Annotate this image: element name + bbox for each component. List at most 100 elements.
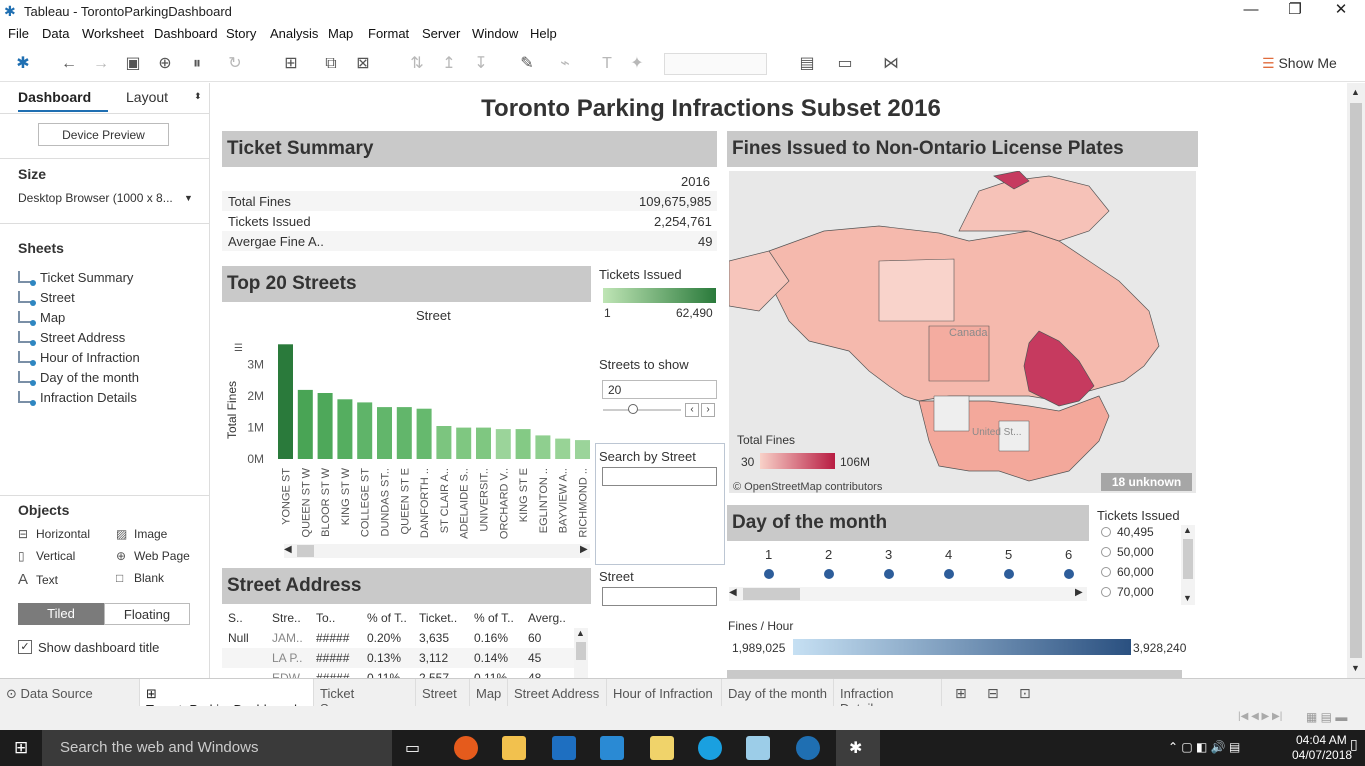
sort-asc-icon[interactable]: ↥ (442, 55, 456, 72)
object-image[interactable]: ▨ Image (116, 527, 168, 541)
tickets-filter-option[interactable]: 50,000 (1101, 545, 1154, 559)
radio-icon[interactable] (1101, 587, 1111, 597)
minimize-button[interactable]: — (1243, 1, 1259, 18)
streets-slider-track[interactable] (603, 409, 681, 411)
redo-icon[interactable]: → (93, 55, 109, 72)
day-mark[interactable] (1004, 569, 1014, 579)
powershell-icon[interactable] (600, 736, 624, 760)
menu-analysis[interactable]: Analysis (270, 26, 319, 41)
notifications-icon[interactable]: ▯ (1350, 736, 1358, 752)
scroll-thumb[interactable] (743, 588, 800, 600)
show-title-checkbox[interactable]: ✓ (18, 640, 32, 654)
tab-nav-icons[interactable]: |◀ ◀ ▶ ▶| (1238, 711, 1283, 722)
show-cards-icon[interactable]: ▤ (799, 55, 815, 72)
bar-10[interactable] (476, 427, 491, 459)
radio-icon[interactable] (1101, 567, 1111, 577)
tab-map[interactable]: Map (470, 679, 508, 707)
bar-4[interactable] (357, 402, 373, 459)
paint-icon[interactable] (746, 736, 770, 760)
address-column-header[interactable]: Ticket.. (419, 611, 458, 625)
dashboard-vertical-scrollbar[interactable]: ▲ ▼ (1347, 83, 1365, 678)
y-axis-sort-icon[interactable]: ☰ (234, 343, 243, 354)
province-shape[interactable] (928, 325, 990, 382)
scroll-up-icon[interactable]: ▲ (1351, 87, 1360, 97)
address-column-header[interactable]: % of T.. (367, 611, 407, 625)
address-column-header[interactable]: To.. (316, 611, 336, 625)
fit-dropdown[interactable] (664, 53, 767, 75)
menu-data[interactable]: Data (42, 26, 70, 41)
highlight-icon[interactable]: ✎ (520, 55, 534, 72)
view-toggle-icons[interactable]: ▦ ▤ ▬ (1306, 710, 1348, 724)
scroll-thumb[interactable] (1183, 539, 1193, 579)
scroll-up-icon[interactable]: ▲ (1183, 525, 1192, 535)
tab-layout[interactable]: Layout (126, 89, 169, 105)
scroll-thumb[interactable] (1350, 103, 1362, 658)
clear-sheet-icon[interactable]: ⊠ (356, 55, 370, 72)
tickets-filter-scrollbar[interactable]: ▲ ▼ (1181, 525, 1195, 605)
tickets-filter-option[interactable]: 40,495 (1101, 525, 1154, 539)
size-dropdown-icon[interactable]: ▼ (184, 193, 193, 203)
alaska-shape[interactable] (729, 250, 790, 312)
taskbar-search-box[interactable]: Search the web and Windows (42, 730, 392, 766)
search-by-street-input[interactable] (602, 467, 717, 486)
scroll-right-icon[interactable]: ▶ (580, 544, 588, 555)
scroll-left-icon[interactable]: ◀ (284, 544, 292, 555)
object-vertical[interactable]: ▯ Vertical (18, 549, 76, 563)
tab-dashboard[interactable]: ⊞ TorontoParkingDashboard (140, 679, 314, 717)
streets-next-button[interactable]: › (701, 403, 715, 417)
bar-7[interactable] (416, 408, 432, 459)
tab-infraction-details[interactable]: Infraction Details (834, 679, 942, 716)
pin-icon[interactable]: ✦ (630, 55, 644, 72)
address-column-header[interactable]: Stre.. (272, 611, 301, 625)
tab-dashboard[interactable]: Dashboard (18, 89, 92, 105)
tableau-taskbar-button[interactable]: ✱ (836, 730, 880, 766)
table-row[interactable]: Null JAM.. ##### 0.20% 3,635 0.16% 60 (222, 628, 582, 648)
unknown-indicator[interactable]: 18 unknown (1101, 473, 1192, 491)
bar-12[interactable] (515, 429, 531, 459)
territory-shape[interactable] (878, 258, 955, 322)
file-explorer-icon[interactable] (502, 736, 526, 760)
size-dropdown[interactable]: Desktop Browser (1000 x 8... (18, 191, 173, 205)
tray-icons[interactable]: ⌃ ▢ ◧ 🔊 ▤ (1168, 740, 1241, 754)
tab-street-address[interactable]: Street Address (508, 679, 607, 707)
bar-14[interactable] (555, 438, 571, 459)
object-web-page[interactable]: ⊕ Web Page (116, 549, 190, 563)
object-horizontal[interactable]: ⊟ Horizontal (18, 527, 91, 541)
object-text[interactable]: A Text (18, 571, 59, 588)
teamviewer-icon[interactable] (796, 736, 820, 760)
new-worksheet-tab-icon[interactable]: ⊞ (955, 685, 967, 701)
new-data-source-icon[interactable]: ⊕ (158, 55, 172, 72)
streets-to-show-input[interactable]: 20 (602, 380, 717, 399)
close-button[interactable]: ✕ (1334, 1, 1348, 18)
chart-scrollbar[interactable]: ◀ ▶ (284, 544, 590, 558)
bar-5[interactable] (377, 407, 392, 459)
radio-icon[interactable] (1101, 527, 1111, 537)
bar-11[interactable] (495, 429, 511, 459)
tab-day-of-month[interactable]: Day of the month (722, 679, 834, 707)
menu-worksheet[interactable]: Worksheet (82, 26, 144, 41)
tab-hour-of-infraction[interactable]: Hour of Infraction (607, 679, 722, 707)
sheet-item-street-address[interactable]: Street Address (18, 330, 125, 346)
arctic-islands-shape[interactable] (958, 175, 1110, 242)
menu-dashboard[interactable]: Dashboard (154, 26, 218, 41)
radio-icon[interactable] (1101, 547, 1111, 557)
menu-help[interactable]: Help (530, 26, 557, 41)
sheet-item-street[interactable]: Street (18, 290, 75, 306)
save-icon[interactable]: ▣ (125, 55, 141, 72)
tickets-filter-option[interactable]: 70,000 (1101, 585, 1154, 599)
task-view-icon[interactable]: ▭ (405, 740, 421, 757)
nunavut-highlight[interactable] (993, 171, 1030, 190)
pause-updates-icon[interactable]: ⏸ (192, 55, 201, 72)
table-row[interactable]: LA P.. ##### 0.13% 3,112 0.14% 45 (222, 648, 582, 668)
windows-start-icon[interactable]: ⊞ (14, 738, 29, 757)
group-icon[interactable]: ⌁ (560, 55, 570, 72)
address-column-header[interactable]: % of T.. (474, 611, 514, 625)
day-mark[interactable] (884, 569, 894, 579)
show-me-button[interactable]: ☰ Show Me (1262, 55, 1337, 71)
day-mark[interactable] (944, 569, 954, 579)
sheet-item-infraction-details[interactable]: Infraction Details (18, 390, 137, 406)
bar-1[interactable] (297, 389, 313, 459)
undo-icon[interactable]: ← (61, 55, 77, 72)
menu-server[interactable]: Server (422, 26, 461, 41)
duplicate-icon[interactable]: ⧉ (325, 55, 337, 72)
